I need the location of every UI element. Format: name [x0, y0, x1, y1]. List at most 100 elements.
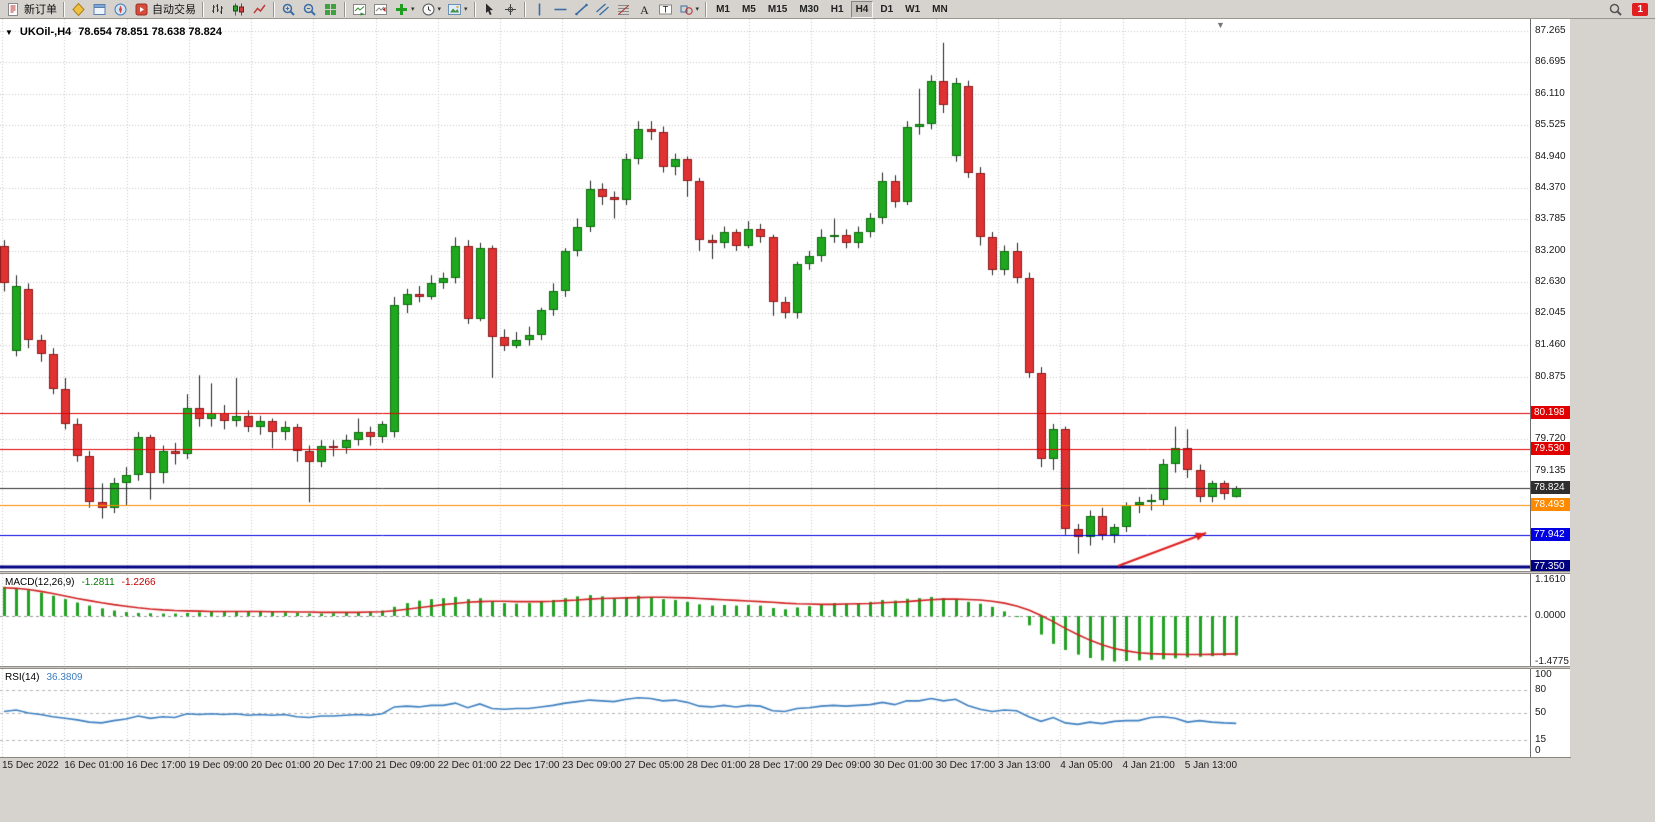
price-tick: 86.110: [1535, 87, 1565, 99]
time-axis[interactable]: 15 Dec 2022 16 Dec 01:00 16 Dec 17:00 19 De…: [0, 757, 1571, 773]
horizontal-line-button[interactable]: [551, 1, 570, 18]
zoom-out-button[interactable]: [300, 1, 319, 18]
autotrading-icon: [134, 2, 149, 17]
candlestick-chart[interactable]: [0, 19, 1530, 571]
cursor-button[interactable]: [480, 1, 499, 18]
periods-button[interactable]: ▾: [419, 1, 444, 18]
time-label: 20 Dec 17:00: [313, 760, 373, 771]
dropdown-arrow-icon[interactable]: ▾: [411, 6, 415, 13]
chart-shift-marker[interactable]: ▼: [1216, 20, 1225, 30]
vertical-line-button[interactable]: [530, 1, 549, 18]
dropdown-arrow-icon[interactable]: ▾: [695, 6, 700, 13]
notification-badge[interactable]: 1: [1632, 2, 1648, 16]
macd-main-value: -1.2811: [81, 577, 115, 588]
chart-shift-icon: [373, 2, 388, 17]
clock-icon: [421, 2, 436, 17]
toolbar-separator: [63, 1, 65, 17]
symbol-dropdown-icon[interactable]: ▼: [5, 27, 13, 37]
time-label: 15 Dec 2022: [2, 760, 59, 771]
autotrading-button[interactable]: 自动交易: [132, 1, 198, 18]
candlestick-chart-button[interactable]: [229, 1, 248, 18]
text-button[interactable]: A: [635, 1, 654, 18]
candlestick-icon: [231, 2, 246, 17]
timeframe-mn-button[interactable]: MN: [932, 3, 948, 15]
macd-panel: MACD(12,26,9) -1.2811 -1.2266: [0, 574, 1530, 666]
zoom-in-icon: [281, 2, 296, 17]
time-label: 28 Dec 01:00: [686, 760, 747, 771]
toolbar-separator: [705, 1, 708, 17]
toolbar-separator: [273, 1, 275, 17]
panel-divider-rsi[interactable]: [0, 666, 1570, 669]
macd-signal-value: -1.2266: [121, 577, 156, 588]
indicators-add-icon: [394, 2, 409, 17]
label-button[interactable]: T: [656, 1, 675, 18]
shapes-icon: [679, 2, 694, 17]
toolbar-separator: [523, 1, 526, 17]
svg-text:T: T: [662, 4, 668, 14]
indicators-button[interactable]: ▾: [392, 1, 417, 18]
rsi-name: RSI(14): [5, 672, 40, 683]
chart-title: ▼ UKOil-,H4 78.654 78.851 78.638 78.824: [5, 26, 222, 38]
navigator-button[interactable]: [111, 1, 130, 18]
label-icon: T: [658, 2, 673, 17]
chart-symbol-label: UKOil-,H4: [19, 26, 72, 38]
dropdown-arrow-icon[interactable]: ▾: [437, 6, 442, 13]
timeframe-m5-button[interactable]: M5: [741, 3, 756, 15]
price-tick: 83.785: [1535, 213, 1566, 225]
toolbar-separator: [202, 1, 204, 17]
dropdown-arrow-icon[interactable]: ▾: [464, 6, 468, 13]
price-axis[interactable]: 87.265 86.695 86.110 85.525 84.940 84.370 83.7…: [1530, 19, 1570, 757]
timeframe-m30-button[interactable]: M30: [799, 3, 819, 15]
toolbar-separator: [473, 1, 476, 17]
price-tick: 84.940: [1535, 150, 1566, 162]
macd-chart[interactable]: [0, 574, 1530, 666]
auto-scroll-button[interactable]: [350, 1, 369, 18]
time-label: 29 Dec 09:00: [811, 760, 871, 771]
time-label: 4 Jan 21:00: [1122, 760, 1175, 771]
price-tick: 82.630: [1535, 275, 1566, 287]
timeframe-h4-button[interactable]: H4: [850, 0, 874, 18]
toolbar-right: 1: [1605, 1, 1652, 18]
panel-divider-macd[interactable]: [0, 571, 1570, 574]
fibonacci-icon: [616, 2, 631, 17]
timeframe-d1-button[interactable]: D1: [880, 3, 894, 15]
timeframe-h1-button[interactable]: H1: [830, 3, 844, 15]
market-watch-icon: [71, 2, 86, 17]
timeframe-m15-button[interactable]: M15: [767, 3, 788, 15]
main-chart-panel: ▼ UKOil-,H4 78.654 78.851 78.638 78.824 …: [0, 19, 1530, 571]
zoom-in-button[interactable]: [279, 1, 298, 18]
footer-area: [0, 773, 1655, 822]
line-chart-icon: [252, 2, 267, 17]
time-label: 22 Dec 01:00: [437, 760, 498, 771]
market-watch-button[interactable]: [69, 1, 88, 18]
rsi-scale-tick: 50: [1535, 707, 1547, 718]
fibonacci-button[interactable]: [614, 1, 633, 18]
text-icon: A: [637, 2, 652, 17]
price-tick: 85.525: [1535, 119, 1566, 131]
vertical-line-icon: [532, 2, 547, 17]
channel-button[interactable]: [593, 1, 612, 18]
new-order-button[interactable]: 新订单: [4, 1, 59, 18]
search-button[interactable]: [1606, 1, 1625, 18]
price-tick: 79.135: [1535, 464, 1566, 476]
data-window-button[interactable]: [90, 1, 109, 18]
crosshair-button[interactable]: [501, 1, 520, 18]
price-level-label: 77.942: [1531, 528, 1570, 542]
line-chart-button[interactable]: [250, 1, 269, 18]
rsi-chart[interactable]: [0, 669, 1530, 757]
bar-chart-icon: [210, 2, 225, 17]
chart-shift-button[interactable]: [371, 1, 390, 18]
trendline-button[interactable]: [572, 1, 591, 18]
shapes-button[interactable]: ▾: [677, 1, 702, 18]
time-label: 23 Dec 09:00: [562, 760, 622, 771]
tile-windows-button[interactable]: [321, 1, 340, 18]
bar-chart-button[interactable]: [208, 1, 227, 18]
macd-scale-tick: 0.0000: [1535, 610, 1566, 622]
templates-button[interactable]: ▾: [445, 1, 470, 18]
time-label: 30 Dec 01:00: [873, 760, 934, 771]
macd-scale-tick: 1.1610: [1535, 574, 1566, 586]
timeframe-m1-button[interactable]: M1: [716, 3, 730, 15]
rsi-value: 36.3809: [46, 672, 83, 683]
rsi-scale-tick: 0: [1535, 745, 1541, 756]
timeframe-w1-button[interactable]: W1: [905, 3, 921, 15]
